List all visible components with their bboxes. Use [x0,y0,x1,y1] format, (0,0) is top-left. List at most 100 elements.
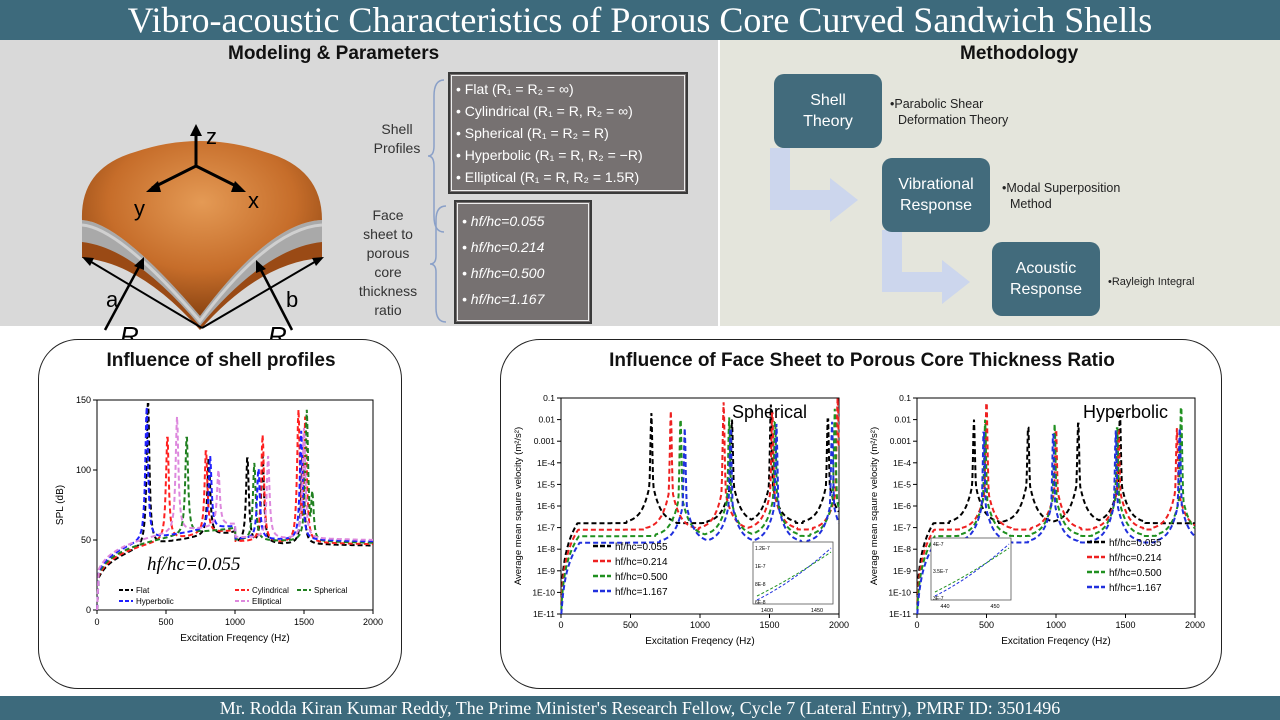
y-tick-label: 0.01 [894,415,911,425]
thickness-chart-heading: Influence of Face Sheet to Porous Core T… [609,350,1115,371]
plot-area [96,399,374,611]
x-tick-label: 2000 [363,617,383,627]
axis-y-label: y [134,196,145,221]
inset-line [934,547,1010,593]
x-tick-label: 0 [94,617,99,627]
x-tick-label: 0 [914,620,919,630]
y-tick-label: 0.1 [543,393,555,403]
poster-footer: Mr. Rodda Kiran Kumar Reddy, The Prime M… [0,696,1280,720]
y-tick-label: 1E-7 [893,523,911,533]
ratio-label: Face sheet to porous core thickness rati… [358,207,418,318]
legend-label: hf/hc=1.167 [615,587,668,598]
methodology-heading: Methodology [960,43,1079,64]
shell-profiles-label: Shell Profiles [373,121,421,156]
y-tick-label: 1E-6 [537,501,555,511]
profile-item: • Elliptical (R₁ = R, R₂ = 1.5R) [456,169,640,185]
legend-label-flat: Flat [136,586,150,595]
y-tick-label: 50 [81,535,91,545]
shell-profiles-list: • Flat (R₁ = R₂ = ∞) • Cylindrical (R₁ =… [448,72,688,194]
series-line [560,408,840,610]
series-line [916,428,1196,615]
legend-label-elliptical: Elliptical [252,597,282,606]
series-line [560,404,840,595]
y-tick-label: 0.1 [899,393,911,403]
y-tick-label: 1E-9 [537,566,555,576]
y-axis-label: Average mean sqaure velocity (m²/s²) [869,427,880,585]
methodology-panel: Methodology Shell Theory •Parabolic Shear… [720,40,1280,326]
x-tick-label: 1500 [294,617,314,627]
legend-label: hf/hc=0.500 [1109,568,1162,579]
ratio-item: • hf/hc=0.055 [462,213,545,229]
x-tick-label: 500 [979,620,994,630]
legend-label: hf/hc=0.214 [615,557,668,568]
y-axis-label: SPL (dB) [55,485,66,525]
profile-item: • Flat (R₁ = R₂ = ∞) [456,81,574,97]
axis-z-label: z [206,124,217,149]
y-tick-label: 1E-11 [533,609,555,619]
spherical-velocity-chart: 0 500 1000 1500 2000 1E-11 1E-10 1E-9 1E-8 1E-7 1E… [513,393,849,647]
y-tick-label: 1E-5 [537,479,555,489]
inset-x-tick-label: 1400 [761,608,773,614]
legend-label: hf/hc=1.167 [1109,583,1162,594]
x-tick-label: 2000 [829,620,849,630]
chart-title: Spherical [732,402,807,422]
ratio-annotation: hf/hc=0.055 [147,554,241,575]
shell-profiles-chart-heading: Influence of shell profiles [106,350,336,371]
y-tick-label: 0.001 [890,436,912,446]
flow-arrows [770,148,970,304]
dimension-a-label: a [106,287,119,312]
y-tick-label: 1E-4 [537,458,555,468]
inset-x-tick-label: 450 [990,604,999,610]
profile-item: • Spherical (R₁ = R₂ = R) [456,125,609,141]
y-tick-label: 1E-6 [893,501,911,511]
inset-y-tick-label: 4E-7 [933,542,944,548]
y-tick-label: 1E-8 [893,544,911,554]
inset-y-tick-label: 3.5E-7 [933,569,948,575]
step-vibrational-response: Vibrational Response [882,158,990,232]
inset-y-tick-label: 8E-8 [755,582,766,588]
x-tick-label: 2000 [1185,620,1205,630]
series-line [916,402,1196,603]
series-line [916,414,1195,595]
spl-chart: 0 500 1000 1500 2000 0 50 100 150 Excitation Freq… [55,395,383,644]
dimension-b-label: b [286,287,298,312]
chart-title: Hyperbolic [1083,402,1168,422]
series-line-spherical [96,409,373,610]
ratio-item: • hf/hc=0.500 [462,265,545,281]
inset-line [934,543,1010,597]
y-tick-label: 1E-10 [888,587,911,597]
y-tick-label: 1E-4 [893,458,911,468]
step-acoustic-response: Acoustic Response [992,242,1100,316]
y-tick-label: 100 [76,465,91,475]
y-tick-label: 0.001 [534,436,556,446]
y-tick-label: 1E-8 [537,544,555,554]
x-tick-label: 1000 [690,620,710,630]
y-tick-label: 1E-11 [889,609,911,619]
y-tick-label: 1E-7 [537,523,555,533]
shell-illustration: z y x a b R 1 R 2 [81,124,324,357]
thickness-chart-card: Influence of Face Sheet to Porous Core T… [500,339,1222,689]
series-group [96,403,374,610]
inset-plot [752,541,834,605]
y-axis-label: Average mean sqaure velocity (m²/s²) [513,427,524,585]
inset-plot [930,537,1012,601]
y-tick-label: 0 [86,605,91,615]
inset-x-tick-label: 440 [940,604,949,610]
x-tick-label: 1500 [759,620,779,630]
y-tick-label: 1E-9 [893,566,911,576]
ratio-item: • hf/hc=0.214 [462,239,545,255]
inset-y-tick-label: 3E-7 [933,596,944,602]
legend-label-spherical: Spherical [314,586,348,595]
series-group [916,402,1196,615]
y-tick-label: 0.01 [538,415,555,425]
poster-title: Vibro-acoustic Characteristics of Porous… [0,0,1280,40]
modeling-panel: Modeling & Parameters z y x [0,40,718,357]
inset-y-tick-label: 1E-7 [755,564,766,570]
y-tick-label: 150 [76,395,91,405]
ratio-brace [429,205,447,323]
shell-profiles-chart-card: Influence of shell profiles 0 500 1000 1500… [38,339,402,689]
legend-label: hf/hc=0.055 [1109,538,1162,549]
x-tick-label: 500 [158,617,173,627]
step-note-rayleigh: •Rayleigh Integral [1108,276,1195,288]
profile-item: • Cylindrical (R₁ = R, R₂ = ∞) [456,103,633,119]
